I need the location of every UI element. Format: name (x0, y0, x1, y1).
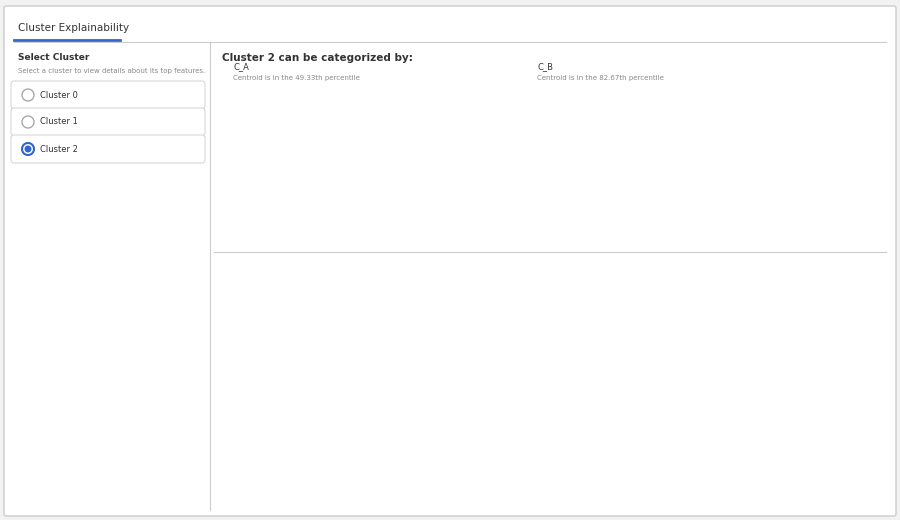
Bar (296, 258, 314, 325)
Bar (631, 249, 651, 325)
Bar (676, 210, 697, 325)
FancyBboxPatch shape (734, 312, 882, 468)
FancyBboxPatch shape (4, 6, 896, 516)
Wedge shape (462, 312, 484, 322)
Bar (539, 302, 559, 325)
Bar (379, 243, 398, 325)
Circle shape (24, 146, 32, 152)
Circle shape (339, 317, 358, 326)
Circle shape (337, 434, 351, 441)
Text: 1.06 <= C_A: 1.06 <= C_A (349, 375, 390, 381)
Circle shape (403, 352, 439, 369)
Circle shape (22, 89, 34, 101)
Circle shape (411, 356, 431, 365)
Bar (699, 172, 719, 325)
Bar (814, 256, 833, 325)
Bar (744, 389, 765, 405)
Wedge shape (423, 271, 440, 283)
X-axis label: C_B: C_B (680, 337, 693, 344)
Bar (768, 194, 788, 325)
Circle shape (466, 396, 480, 402)
FancyBboxPatch shape (11, 135, 205, 163)
Bar (234, 253, 252, 325)
Circle shape (389, 473, 402, 479)
Text: Percentage in Cluster 2: Percentage in Cluster 2 (774, 359, 855, 365)
Bar (790, 194, 811, 325)
Circle shape (295, 470, 319, 483)
Text: Cluster Explainability: Cluster Explainability (18, 23, 129, 33)
Circle shape (418, 276, 446, 290)
Text: C_A < 1.73: C_A < 1.73 (399, 335, 434, 341)
Text: Cluster 0: Cluster 0 (40, 90, 78, 99)
Bar (744, 249, 765, 325)
Text: 1.73 <= C_A: 1.73 <= C_A (494, 335, 535, 341)
Text: Cluster 2 can be categorized by:: Cluster 2 can be categorized by: (222, 53, 413, 63)
Text: Surrogate Decision Tree for Cluster 2: Surrogate Decision Tree for Cluster 2 (322, 256, 541, 266)
Bar (255, 233, 273, 325)
Bar (585, 217, 605, 325)
FancyBboxPatch shape (11, 108, 205, 136)
Text: C_A: C_A (233, 62, 249, 71)
Circle shape (454, 312, 492, 331)
Y-axis label: Frequency: Frequency (511, 232, 517, 265)
Circle shape (301, 473, 314, 479)
Text: Size of node represents percentage of samples: Size of node represents percentage of sa… (744, 440, 892, 446)
Circle shape (425, 434, 438, 441)
Bar (317, 309, 335, 325)
Text: Centroid is in the 49.33th percentile: Centroid is in the 49.33th percentile (233, 75, 360, 81)
Circle shape (22, 143, 34, 155)
Bar (722, 210, 742, 325)
Circle shape (407, 271, 456, 295)
Bar (608, 217, 628, 325)
Bar (442, 243, 460, 325)
Text: Select a cluster to view details about its top features.: Select a cluster to view details about i… (18, 68, 205, 74)
Text: Select Cluster: Select Cluster (18, 54, 89, 62)
Circle shape (510, 353, 539, 368)
Bar (483, 309, 501, 325)
Text: 0.04 <= C_A: 0.04 <= C_A (458, 297, 498, 303)
Circle shape (517, 356, 533, 365)
Circle shape (364, 391, 395, 407)
Circle shape (462, 316, 484, 327)
Circle shape (382, 470, 408, 483)
Text: Centroid is in the 82.67th percentile: Centroid is in the 82.67th percentile (537, 75, 664, 81)
Text: C_B: C_B (537, 62, 553, 71)
Bar (338, 320, 356, 325)
Bar (421, 197, 439, 325)
Text: C_A < 0.04: C_A < 0.04 (346, 297, 382, 303)
Bar (275, 233, 293, 325)
FancyBboxPatch shape (11, 81, 205, 109)
Text: Cluster 2: Cluster 2 (40, 145, 78, 153)
Circle shape (332, 314, 365, 330)
Circle shape (461, 393, 485, 405)
Bar (400, 228, 418, 325)
Text: 3.39 <= C_B: 3.39 <= C_B (411, 415, 452, 421)
Wedge shape (374, 391, 386, 399)
Circle shape (330, 431, 357, 444)
Circle shape (22, 116, 34, 128)
Bar (358, 243, 377, 325)
Circle shape (22, 143, 34, 155)
Circle shape (372, 395, 388, 403)
Text: Legend: Legend (745, 326, 780, 335)
Bar (744, 355, 765, 370)
Circle shape (419, 432, 444, 444)
Text: C_A < 1.06: C_A < 1.06 (446, 375, 480, 381)
Text: Cluster 1: Cluster 1 (40, 118, 78, 126)
Y-axis label: Frequency: Frequency (212, 232, 217, 265)
Bar (653, 302, 673, 325)
Text: Percentage not in Cluster 2: Percentage not in Cluster 2 (774, 393, 868, 399)
Bar (562, 249, 582, 325)
Text: C_B < 3.39: C_B < 3.39 (310, 415, 346, 421)
Bar (463, 243, 481, 325)
X-axis label: C_A: C_A (361, 337, 374, 344)
